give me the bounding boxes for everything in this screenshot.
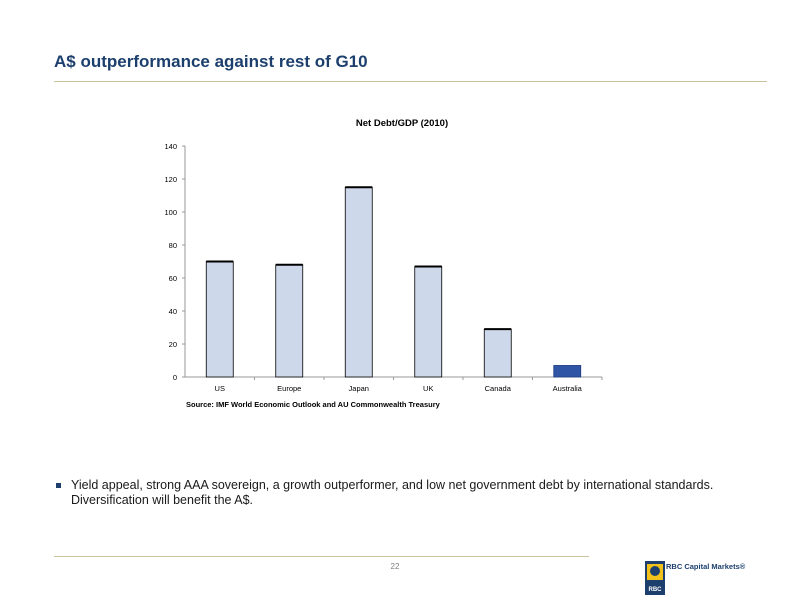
y-tick-label: 80 — [169, 241, 177, 250]
slide-title: A$ outperformance against rest of G10 — [54, 52, 368, 71]
bar-canada — [483, 328, 512, 378]
bar-japan — [344, 186, 373, 378]
chart-title: Net Debt/GDP (2010) — [356, 118, 448, 129]
bullet-point: Yield appeal, strong AAA sovereign, a gr… — [56, 478, 756, 508]
y-tick-label: 100 — [164, 208, 177, 217]
rbc-lion-logo-icon: RBC — [645, 561, 665, 595]
bullet-square-icon — [56, 483, 61, 488]
y-tick-label: 0 — [173, 373, 177, 382]
axis-layer: 0 20 40 60 80 100 120 140 — [164, 142, 603, 382]
logo-badge: RBC — [649, 587, 663, 593]
x-tick-label: Europe — [277, 384, 301, 393]
y-tick-label: 40 — [169, 307, 177, 316]
chart-source: Source: IMF World Economic Outlook and A… — [186, 400, 441, 409]
x-tick-label: US — [215, 384, 225, 393]
page-number: 22 — [390, 562, 400, 571]
bar-uk — [414, 266, 443, 378]
title-divider — [54, 81, 767, 82]
logo-text: RBC Capital Markets® — [666, 562, 746, 571]
y-tick-label: 140 — [164, 142, 177, 151]
x-tick-label: Canada — [485, 384, 512, 393]
bullet-text: Yield appeal, strong AAA sovereign, a gr… — [71, 478, 714, 507]
y-tick-label: 120 — [164, 175, 177, 184]
x-tick-label: UK — [423, 384, 433, 393]
y-tick-label: 20 — [169, 340, 177, 349]
x-labels-layer: US Europe Japan UK Canada Australia — [215, 384, 583, 393]
bar-us — [205, 261, 234, 378]
net-debt-chart: Net Debt/GDP (2010) 0 20 40 60 80 100 120 140 U… — [150, 110, 620, 415]
chart-svg: Net Debt/GDP (2010) 0 20 40 60 80 100 120 140 U… — [164, 118, 603, 409]
footer-divider — [54, 556, 589, 557]
x-tick-label: Australia — [553, 384, 583, 393]
y-tick-label: 60 — [169, 274, 177, 283]
bars-layer — [205, 186, 582, 378]
bar-australia — [553, 365, 582, 378]
bar-europe — [275, 264, 304, 378]
x-tick-label: Japan — [349, 384, 369, 393]
